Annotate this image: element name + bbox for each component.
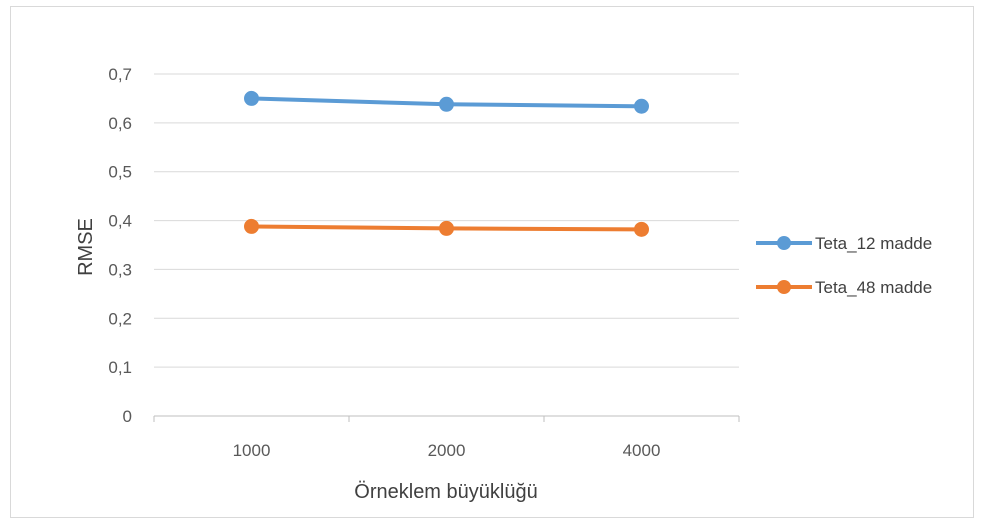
data-point <box>634 221 649 237</box>
y-tick-label: 0 <box>123 407 132 426</box>
y-tick-label: 0,7 <box>108 65 132 84</box>
legend: Teta_12 madde Teta_48 madde <box>756 234 932 297</box>
x-tick-label: 1000 <box>233 441 271 460</box>
y-tick-label: 0,5 <box>108 163 132 182</box>
x-axis-title: Örneklem büyüklüğü <box>354 481 537 503</box>
data-point <box>244 218 259 234</box>
y-tick-label: 0,2 <box>108 309 132 328</box>
tick-labels: 0 0,1 0,2 0,3 0,4 0,5 0,6 0,7 1000 2000 4000 <box>108 65 660 460</box>
chart-frame <box>10 6 974 518</box>
data-point <box>439 96 454 112</box>
x-tick-label: 2000 <box>428 441 466 460</box>
legend-label: Teta_48 madde <box>815 278 932 297</box>
data-point <box>439 220 454 236</box>
axes <box>153 415 740 422</box>
series-group <box>244 90 649 237</box>
y-tick-label: 0,6 <box>108 114 132 133</box>
data-point <box>244 90 259 106</box>
legend-swatch-marker <box>777 236 791 250</box>
data-point <box>634 98 649 114</box>
y-tick-label: 0,4 <box>108 212 132 231</box>
legend-label: Teta_12 madde <box>815 234 932 253</box>
x-tick-label: 4000 <box>623 441 661 460</box>
legend-swatch-marker <box>777 280 791 294</box>
gridlines <box>154 73 739 368</box>
y-tick-label: 0,3 <box>108 260 132 279</box>
y-axis-title: RMSE <box>75 218 97 276</box>
y-tick-label: 0,1 <box>108 358 132 377</box>
